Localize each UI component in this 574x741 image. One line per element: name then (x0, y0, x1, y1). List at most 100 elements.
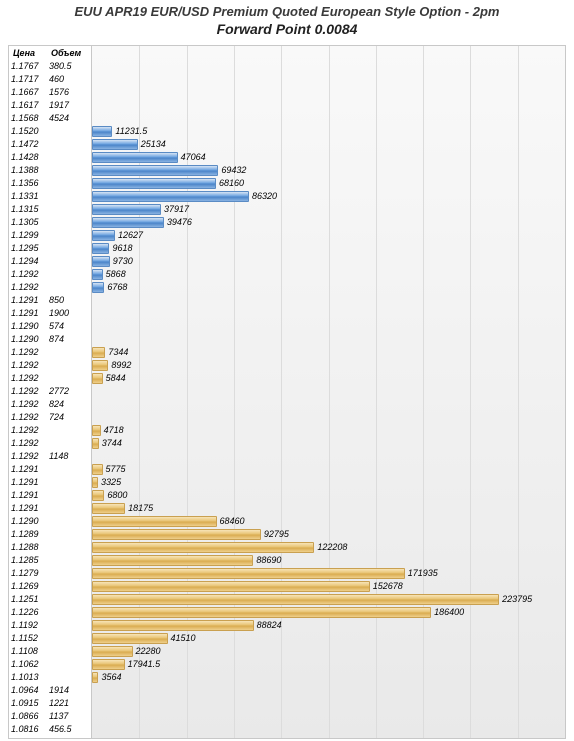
bar-value-label: 171935 (408, 567, 444, 580)
data-row: 1.12922772 (9, 385, 565, 398)
price-cell: 1.0915 (11, 697, 47, 710)
bar-value-label: 223795 (502, 593, 538, 606)
data-row: 1.1717460 (9, 73, 565, 86)
price-cell: 1.1520 (11, 125, 47, 138)
price-cell: 1.1767 (11, 60, 47, 73)
price-cell: 1.1315 (11, 203, 47, 216)
price-cell: 1.1291 (11, 502, 47, 515)
bar-value-label: 4718 (104, 424, 140, 437)
bar-value-label: 6800 (107, 489, 143, 502)
data-row: 1.1292 4718 (9, 424, 565, 437)
bar-gold (92, 607, 431, 618)
data-row: 1.1315 37917 (9, 203, 565, 216)
bar-value-label: 39476 (167, 216, 203, 229)
data-row: 1.106217941.5 (9, 658, 565, 671)
volume-cell: 456.5 (49, 723, 85, 736)
price-cell: 1.1292 (11, 437, 47, 450)
data-row: 1.1291850 (9, 294, 565, 307)
data-row: 1.135668160 (9, 177, 565, 190)
data-row: 1.1292724 (9, 411, 565, 424)
price-cell: 1.0816 (11, 723, 47, 736)
bar-gold (92, 672, 98, 683)
bar-value-label: 18175 (128, 502, 164, 515)
bar-gold (92, 659, 125, 670)
bar-value-label: 12627 (118, 229, 154, 242)
bar-chart: Цена Объем 1.1767380.51.17174601.1667157… (8, 45, 566, 739)
price-cell: 1.1717 (11, 73, 47, 86)
price-cell: 1.1617 (11, 99, 47, 112)
bar-value-label: 25134 (141, 138, 177, 151)
bar-gold (92, 516, 217, 527)
bar-gold (92, 464, 103, 475)
volume-header: Объем (49, 46, 81, 60)
data-row: 1.1520 11231.5 (9, 125, 565, 138)
data-row: 1.1299 12627 (9, 229, 565, 242)
price-cell: 1.1290 (11, 320, 47, 333)
price-cell: 1.1667 (11, 86, 47, 99)
price-cell: 1.1291 (11, 476, 47, 489)
bar-value-label: 152678 (373, 580, 409, 593)
volume-cell: 850 (49, 294, 85, 307)
data-row: 1.12959618 (9, 242, 565, 255)
bar-value-label: 88824 (257, 619, 293, 632)
price-cell: 1.1568 (11, 112, 47, 125)
gridline (565, 46, 566, 738)
bar-value-label: 11231.5 (115, 125, 151, 138)
bar-gold (92, 425, 101, 436)
data-row: 1.12926768 (9, 281, 565, 294)
volume-cell: 1137 (49, 710, 85, 723)
data-row: 1.08661137 (9, 710, 565, 723)
data-row: 1.142847064 (9, 151, 565, 164)
price-cell: 1.1299 (11, 229, 47, 242)
data-row: 1.12925844 (9, 372, 565, 385)
data-row: 1.1292 3744 (9, 437, 565, 450)
bar-value-label: 6768 (107, 281, 143, 294)
bar-value-label: 8992 (111, 359, 147, 372)
price-cell: 1.1290 (11, 333, 47, 346)
bar-value-label: 69432 (221, 164, 257, 177)
price-cell: 1.1356 (11, 177, 47, 190)
volume-cell: 460 (49, 73, 85, 86)
bar-blue (92, 178, 216, 189)
bar-value-label: 122208 (317, 541, 353, 554)
volume-cell: 1576 (49, 86, 85, 99)
price-cell: 1.1289 (11, 528, 47, 541)
volume-cell: 724 (49, 411, 85, 424)
price-cell: 1.1472 (11, 138, 47, 151)
price-cell: 1.1226 (11, 606, 47, 619)
bar-gold (92, 646, 133, 657)
bar-value-label: 22280 (136, 645, 172, 658)
price-cell: 1.1292 (11, 359, 47, 372)
bar-gold (92, 555, 253, 566)
data-row: 1.12921148 (9, 450, 565, 463)
bar-value-label: 9618 (112, 242, 148, 255)
bar-gold (92, 542, 314, 553)
data-row: 1.1767380.5 (9, 60, 565, 73)
bar-value-label: 17941.5 (128, 658, 164, 671)
price-cell: 1.1291 (11, 294, 47, 307)
data-row: 1.1292824 (9, 398, 565, 411)
price-cell: 1.1331 (11, 190, 47, 203)
bar-value-label: 7344 (108, 346, 144, 359)
price-cell: 1.1279 (11, 567, 47, 580)
price-cell: 1.1285 (11, 554, 47, 567)
data-row: 1.1290874 (9, 333, 565, 346)
data-row: 1.12911900 (9, 307, 565, 320)
price-cell: 1.1269 (11, 580, 47, 593)
volume-cell: 1917 (49, 99, 85, 112)
bar-gold (92, 490, 104, 501)
data-row: 1.16171917 (9, 99, 565, 112)
price-cell: 1.1292 (11, 372, 47, 385)
price-cell: 1.1292 (11, 424, 47, 437)
bar-value-label: 186400 (434, 606, 470, 619)
bar-value-label: 37917 (164, 203, 200, 216)
bar-value-label: 92795 (264, 528, 300, 541)
data-row: 1.128588690 (9, 554, 565, 567)
price-cell: 1.1292 (11, 346, 47, 359)
bar-blue (92, 243, 109, 254)
bar-value-label: 3744 (102, 437, 138, 450)
data-row: 1.129068460 (9, 515, 565, 528)
price-cell: 1.1108 (11, 645, 47, 658)
price-cell: 1.1288 (11, 541, 47, 554)
volume-cell: 874 (49, 333, 85, 346)
